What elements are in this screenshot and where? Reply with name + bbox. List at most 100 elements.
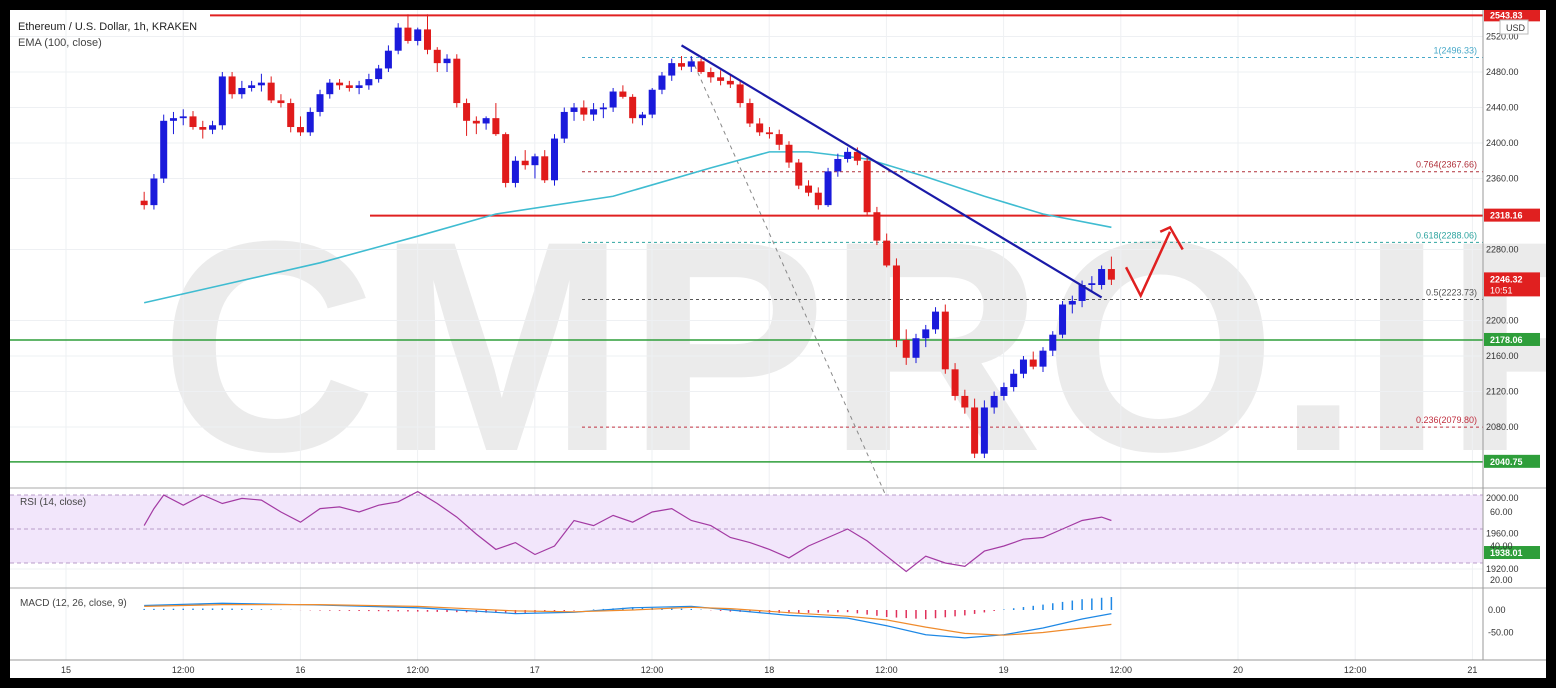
candle-body — [169, 118, 177, 121]
signal-line — [144, 603, 1112, 636]
rsi-tick: 40.00 — [1490, 541, 1513, 551]
candle-body — [834, 158, 842, 172]
candle-body — [199, 127, 207, 130]
candle-body — [404, 27, 412, 41]
price-chart[interactable]: CMPRO.IR 1(2496.33) 0.764(2367.66) 0.618(2… — [10, 8, 1556, 678]
price-tag — [1484, 8, 1540, 22]
candle-body — [306, 111, 314, 133]
candle-body — [902, 340, 910, 358]
candle-body — [453, 58, 461, 104]
time-tick: 19 — [999, 665, 1009, 675]
bounce-arrow — [1124, 231, 1172, 299]
price-tag — [1484, 454, 1540, 468]
rsi-line — [143, 490, 1112, 573]
macd-pane — [10, 587, 1546, 639]
candle-body — [1078, 285, 1086, 301]
candle-body — [1088, 283, 1096, 285]
candle-body — [375, 68, 383, 80]
price-tag-label: 2246.32 — [1490, 274, 1523, 284]
ema-line — [143, 151, 1112, 304]
candle-body — [932, 311, 940, 330]
candle-body — [873, 212, 881, 241]
candle-body — [775, 134, 783, 145]
time-tick: 16 — [295, 665, 305, 675]
candle-body — [257, 82, 265, 86]
candle-body — [814, 192, 822, 206]
candles — [140, 14, 1115, 459]
price-tick: 2440.00 — [1486, 103, 1519, 113]
price-tick: 1960.00 — [1486, 529, 1519, 539]
time-tick: 20 — [1233, 665, 1243, 675]
trend-line — [680, 44, 1103, 299]
currency-box[interactable] — [1499, 19, 1529, 35]
time-tick: 12:00 — [875, 665, 898, 675]
macd-tick: -50.00 — [1488, 628, 1514, 638]
candle-body — [433, 49, 441, 64]
candle-body — [648, 89, 656, 115]
candle-body — [560, 111, 568, 139]
candle-body — [1039, 350, 1047, 367]
candle-body — [1000, 387, 1008, 396]
price-tag — [1484, 208, 1540, 222]
candle-body — [365, 79, 373, 86]
candle-body — [892, 265, 900, 341]
candle-body — [990, 395, 998, 408]
fib-label: 1(2496.33) — [1433, 46, 1477, 56]
candle-body — [336, 82, 344, 86]
candle-body — [511, 160, 519, 183]
axes: 2520.00 2480.00 2440.00 2400.00 2360.00 2280.… — [10, 8, 1546, 675]
candle-body — [922, 329, 930, 339]
candle-body — [883, 240, 891, 266]
candle-body — [580, 107, 588, 115]
candle-body — [345, 85, 353, 88]
candle-body — [1059, 304, 1067, 335]
rsi-tick: 60.00 — [1490, 507, 1513, 517]
candle-body — [971, 407, 979, 454]
candle-body — [209, 125, 217, 130]
macd-tick: 0.00 — [1488, 605, 1506, 615]
fib-label: 0.618(2288.06) — [1416, 230, 1477, 240]
candle-body — [853, 151, 861, 161]
candle-body — [844, 151, 852, 159]
candle-body — [619, 91, 627, 97]
candle-body — [658, 75, 666, 90]
candle-body — [472, 120, 480, 124]
chart-frame: CMPRO.IR 1(2496.33) 0.764(2367.66) 0.618(2… — [10, 8, 1556, 678]
candle-body — [736, 84, 744, 104]
price-tick: 2360.00 — [1486, 174, 1519, 184]
candle-body — [423, 29, 431, 50]
candle-body — [697, 61, 705, 72]
candle-body — [638, 114, 646, 119]
candle-body — [590, 109, 598, 115]
currency-label: USD — [1506, 23, 1526, 33]
price-tick: 2200.00 — [1486, 316, 1519, 326]
candle-body — [326, 82, 334, 95]
candle-body — [961, 395, 969, 408]
price-tag-countdown: 10:51 — [1490, 285, 1513, 295]
price-tick: 2280.00 — [1486, 245, 1519, 255]
candle-body — [1010, 373, 1018, 388]
time-tick: 18 — [764, 665, 774, 675]
candle-body — [384, 50, 392, 69]
candle-body — [482, 118, 490, 124]
candle-body — [756, 123, 764, 133]
rsi-legend: RSI (14, close) — [20, 497, 86, 508]
price-tick: 2080.00 — [1486, 422, 1519, 432]
candle-body — [248, 85, 256, 88]
candle-body — [521, 160, 529, 166]
price-tag-label: 2040.75 — [1490, 457, 1523, 467]
time-tick: 12:00 — [1344, 665, 1367, 675]
fib-diagonal — [690, 57, 907, 542]
price-tick: 1920.00 — [1486, 564, 1519, 574]
candle-body — [296, 127, 304, 133]
candle-body — [863, 160, 871, 213]
candle-body — [277, 100, 285, 104]
candle-body — [629, 96, 637, 119]
candle-body — [1107, 269, 1115, 280]
price-tick: 2160.00 — [1486, 351, 1519, 361]
candle-body — [609, 91, 617, 108]
price-tag — [1484, 332, 1540, 346]
price-tick: 2480.00 — [1486, 67, 1519, 77]
ema-legend: EMA (100, close) — [18, 37, 102, 49]
candle-body — [785, 144, 793, 163]
